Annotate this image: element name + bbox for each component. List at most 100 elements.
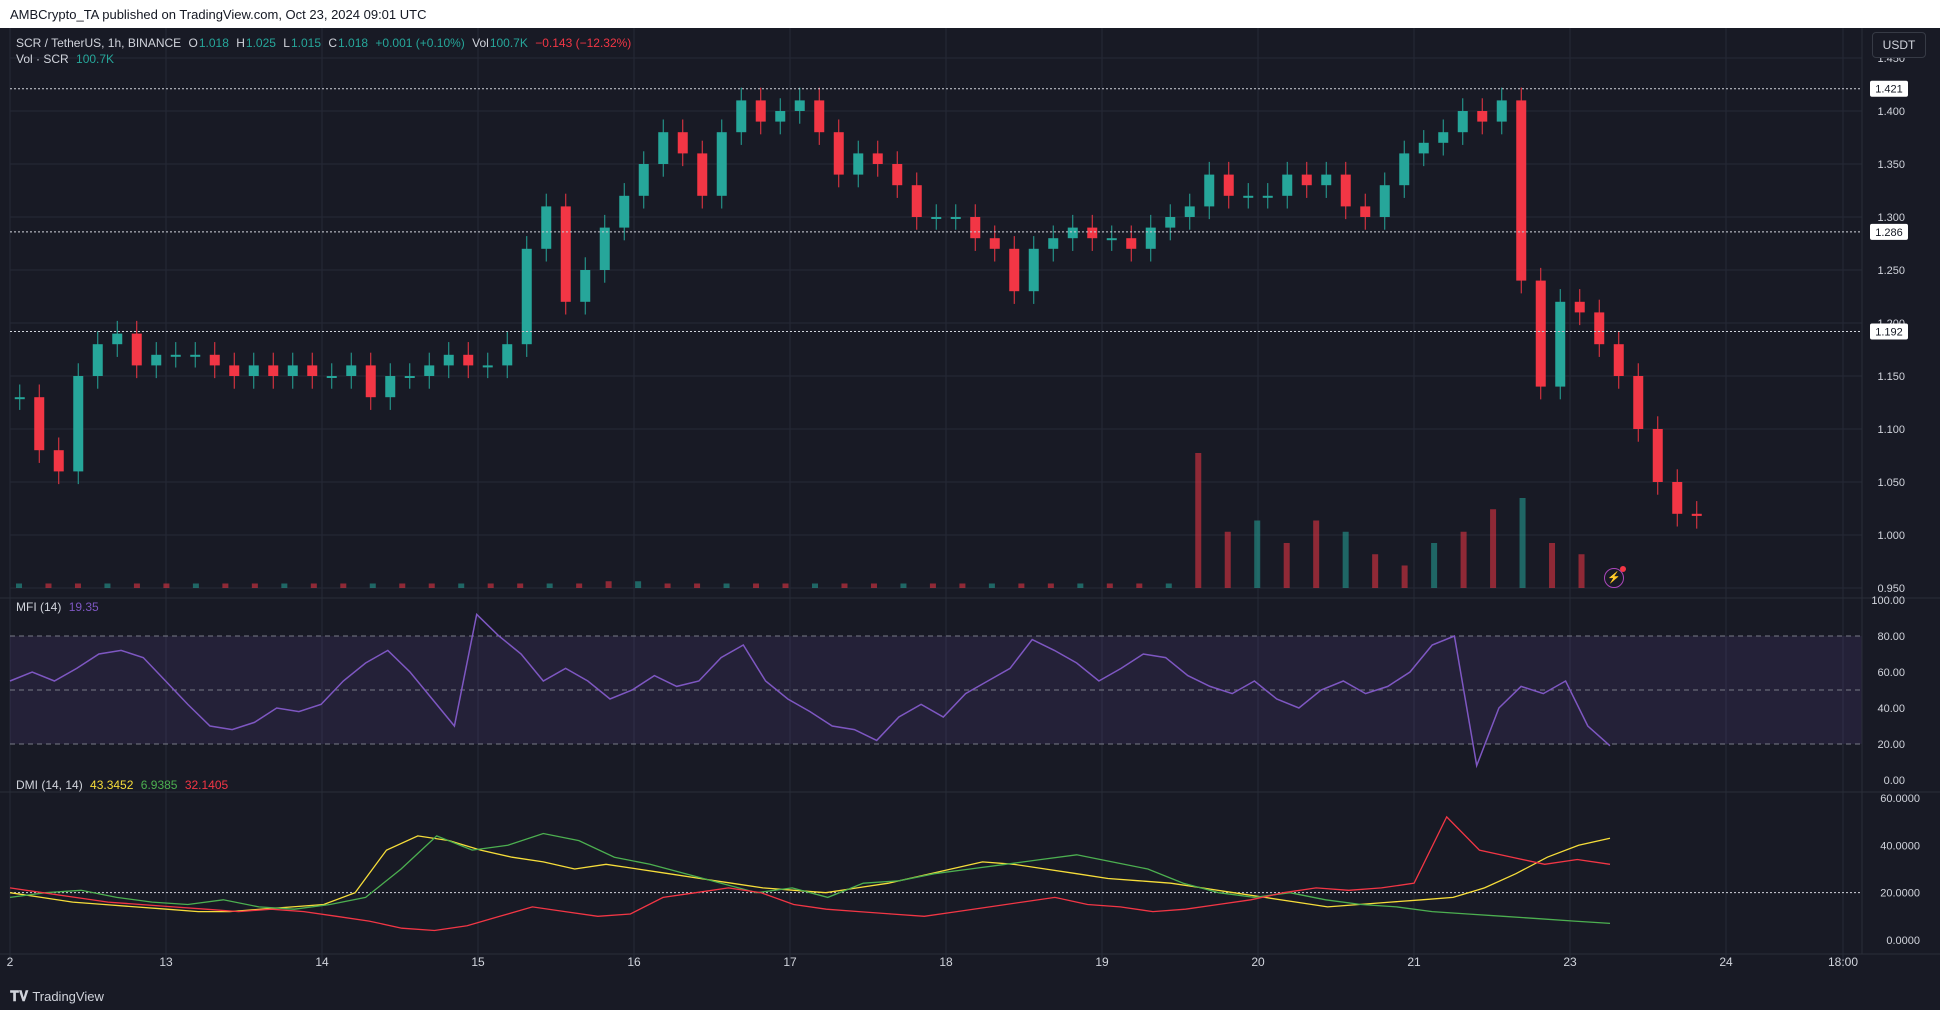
volume-bar xyxy=(45,583,52,588)
volume-bar xyxy=(959,583,966,588)
volume-bar xyxy=(929,583,936,588)
symbol-name[interactable]: SCR / TetherUS, 1h, BINANCE xyxy=(16,36,182,50)
footer: 𝐓𝐕 TradingView xyxy=(0,982,1940,1010)
vol-value: 100.7K xyxy=(489,36,528,50)
volume-bar xyxy=(1106,583,1113,588)
candle-body xyxy=(560,206,571,302)
adx-value: 43.3452 xyxy=(90,778,134,792)
candle-body xyxy=(151,354,162,366)
candle-body xyxy=(326,376,337,378)
price-tick-label: 0.950 xyxy=(1877,583,1905,595)
vol-label: Vol xyxy=(472,36,489,50)
candle-body xyxy=(950,217,961,219)
candle-body xyxy=(1360,206,1371,217)
candle-body xyxy=(1301,174,1312,186)
candle-body xyxy=(502,344,513,366)
volume-bar xyxy=(458,583,465,588)
time-tick-label: 24 xyxy=(1719,955,1733,969)
tradingview-mark-icon: 𝐓𝐕 xyxy=(10,988,29,1004)
candle-body xyxy=(1399,153,1410,186)
candle-body xyxy=(989,238,1000,249)
tradingview-logo[interactable]: 𝐓𝐕 TradingView xyxy=(10,988,104,1005)
candle-body xyxy=(34,397,45,451)
candle-body xyxy=(1555,301,1566,387)
open-label: O xyxy=(188,36,198,50)
dmi-label[interactable]: DMI (14, 14) xyxy=(16,778,83,792)
price-line-badge xyxy=(1870,323,1908,340)
candle-body xyxy=(131,333,142,366)
candle-body xyxy=(814,100,825,133)
candle-body xyxy=(73,376,84,472)
candle-body xyxy=(599,227,610,270)
candle-body xyxy=(658,132,669,164)
candle-body xyxy=(1243,195,1254,198)
candle-body xyxy=(853,153,864,175)
candle-body xyxy=(794,100,805,111)
volume-bar xyxy=(310,583,317,588)
candle-body xyxy=(736,100,747,133)
vol-line-label[interactable]: Vol · SCR xyxy=(16,52,69,66)
flash-icon[interactable]: ⚡ xyxy=(1604,566,1626,588)
volume-bar xyxy=(340,583,347,588)
open-value: 1.018 xyxy=(198,36,229,50)
candle-body xyxy=(112,333,123,345)
price-tick-label: 1.100 xyxy=(1877,424,1905,436)
volume-bar xyxy=(1313,520,1320,588)
candle-body xyxy=(1457,111,1468,133)
candle-body xyxy=(892,164,903,186)
candle-body xyxy=(716,132,727,196)
mfi-tick-label: 20.00 xyxy=(1877,739,1905,751)
candle-body xyxy=(1379,185,1390,217)
time-tick-label: 18:00 xyxy=(1828,955,1858,969)
candle-body xyxy=(1204,174,1215,207)
candle-body xyxy=(580,270,591,302)
dmi-tick-label: 60.0000 xyxy=(1880,793,1920,805)
candle-body xyxy=(404,376,415,378)
candle-body xyxy=(346,365,357,376)
price-tick-label: 1.250 xyxy=(1877,265,1905,277)
volume-bar xyxy=(841,583,848,588)
time-tick-label: 19 xyxy=(1095,955,1109,969)
volume-bar xyxy=(1490,509,1497,588)
candle-body xyxy=(443,354,454,366)
candle-body xyxy=(248,365,259,376)
candle-body xyxy=(307,365,318,376)
time-tick-label: 21 xyxy=(1407,955,1421,969)
candle-body xyxy=(1184,206,1195,217)
volume-bar xyxy=(192,583,199,588)
candle-body xyxy=(1633,376,1644,429)
candle-body xyxy=(1594,312,1605,345)
alert-dot-icon xyxy=(1620,566,1626,572)
price-line-badge xyxy=(1870,223,1908,240)
candle-body xyxy=(190,354,201,357)
volume-bar xyxy=(1431,543,1438,588)
volume-bar xyxy=(694,583,701,588)
volume-bar xyxy=(812,583,818,588)
price-tick-label: 1.400 xyxy=(1877,106,1905,118)
volume-bar xyxy=(723,583,730,588)
candle-body xyxy=(541,206,552,249)
candle-body xyxy=(1028,248,1039,292)
candle-body xyxy=(1535,280,1546,387)
candle-body xyxy=(92,344,103,376)
currency-button[interactable]: USDT xyxy=(1872,32,1926,58)
volume-bar xyxy=(1372,554,1379,588)
volume-bar xyxy=(1077,583,1084,588)
volume-bar xyxy=(428,583,435,588)
volume-bar xyxy=(1018,583,1025,588)
candle-body xyxy=(833,132,844,175)
chart-canvas[interactable]: 1.4501.4001.3501.3001.2501.2001.1501.100… xyxy=(0,28,1940,982)
candle-body xyxy=(365,365,376,398)
mfi-label[interactable]: MFI (14) xyxy=(16,600,62,614)
candle-body xyxy=(53,450,64,472)
minus-di-line xyxy=(9,815,1611,932)
publish-header: AMBCrypto_TA published on TradingView.co… xyxy=(0,0,1940,28)
change-value: +0.001 (+0.10%) xyxy=(375,36,465,50)
high-label: H xyxy=(236,36,245,50)
candle-body xyxy=(1067,227,1078,239)
price-tick-label: 1.350 xyxy=(1877,159,1905,171)
publish-info: AMBCrypto_TA published on TradingView.co… xyxy=(10,7,427,22)
volume-bar xyxy=(1283,543,1290,588)
vol-line-value: 100.7K xyxy=(76,52,115,66)
candle-body xyxy=(1438,132,1449,143)
